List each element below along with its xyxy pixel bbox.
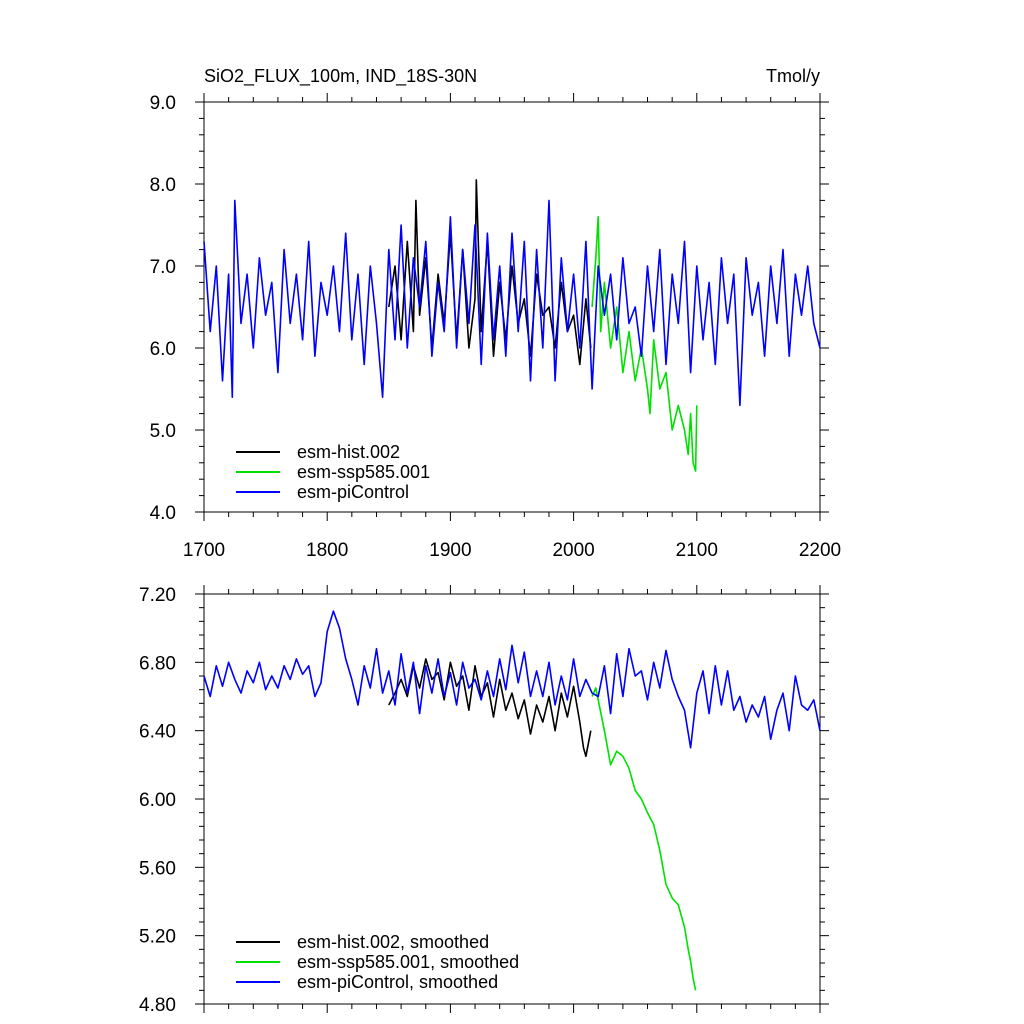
y-tick-label: 5.20 [139, 927, 176, 948]
x-tick-label: 2000 [552, 540, 594, 561]
legend-label-ssp: esm-ssp585.001, smoothed [297, 952, 519, 972]
series-line-pi [203, 199, 821, 407]
series-line-hist [388, 658, 592, 758]
bottom-panel-smoothed: 4.80 5.20 5.60 6.00 6.40 6.80 7.20 esm-hist.002… [139, 585, 829, 1016]
x-tick-label: 1800 [306, 540, 348, 561]
top-panel-raw: 1700 1800 1900 2000 2100 2200 4.0 5.0 6.0 7.0 8.0 9… [150, 93, 841, 561]
y-tick-label: 8.0 [150, 175, 176, 196]
units-label: Tmol/y [766, 66, 820, 86]
plot-frame [203, 101, 821, 513]
legend-label-hist: esm-hist.002 [297, 442, 400, 462]
y-tick-label: 5.0 [150, 421, 176, 442]
y-tick-label: 7.0 [150, 257, 176, 278]
y-tick-label: 6.80 [139, 653, 176, 674]
x-tick-label: 2200 [799, 540, 841, 561]
y-tick-label: 5.60 [139, 858, 176, 879]
y-tick-label: 7.20 [139, 585, 176, 606]
legend-label-pi: esm-piControl, smoothed [297, 972, 498, 992]
series-line-ssp [591, 216, 698, 472]
y-tick-label: 6.0 [150, 339, 176, 360]
x-tick-label: 1900 [429, 540, 471, 561]
x-tick-label: 1700 [183, 540, 225, 561]
legend-label-ssp: esm-ssp585.001 [297, 462, 430, 482]
chart-title: SiO2_FLUX_100m, IND_18S-30N [204, 66, 477, 87]
series-line-ssp [591, 687, 697, 991]
legend-label-hist: esm-hist.002, smoothed [297, 932, 489, 952]
series-line-pi [203, 610, 821, 749]
x-tick-label: 2100 [676, 540, 718, 561]
legend-label-pi: esm-piControl [297, 482, 409, 502]
y-tick-label: 4.80 [139, 995, 176, 1016]
y-tick-label: 6.00 [139, 790, 176, 811]
y-tick-label: 4.0 [150, 503, 176, 524]
y-tick-label: 6.40 [139, 722, 176, 743]
y-tick-label: 9.0 [150, 93, 176, 114]
